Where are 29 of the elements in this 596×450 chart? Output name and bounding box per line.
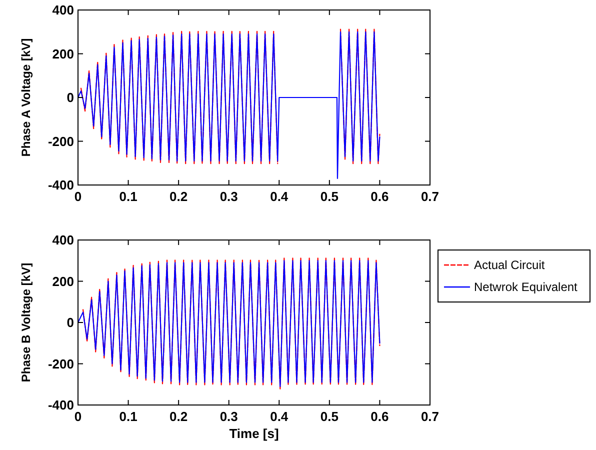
legend-label: Netwrok Equivalent: [474, 280, 578, 294]
x-tick-label: 0.4: [270, 409, 289, 424]
x-tick-label: 0.1: [119, 409, 138, 424]
y-tick-label: -200: [48, 134, 74, 149]
x-tick-label: 0.5: [320, 189, 338, 204]
y-tick-label: -400: [48, 398, 74, 412]
x-axis-title: Time [s]: [229, 426, 279, 441]
y-tick-label: 200: [52, 46, 74, 62]
y-tick-label: 200: [52, 274, 74, 289]
x-tick-label: 0.6: [370, 189, 389, 204]
x-tick-label: 0.1: [119, 189, 138, 204]
y-tick-label: 0: [66, 315, 74, 330]
x-tick-label: 0.5: [320, 409, 338, 424]
x-tick-label: 0.3: [220, 189, 238, 204]
x-tick-label: 0.7: [420, 409, 440, 424]
legend-label: Actual Circuit: [474, 258, 546, 272]
x-tick-label: 0.4: [270, 189, 289, 204]
y-tick-label: -200: [48, 356, 74, 372]
y-axis-title: Phase A Voltage [kV]: [19, 38, 33, 157]
y-tick-label: 400: [52, 2, 74, 18]
y-tick-label: 400: [52, 232, 74, 248]
x-tick-label: 0.2: [170, 189, 188, 204]
x-tick-label: 0.2: [170, 409, 188, 424]
y-tick-label: -400: [48, 178, 74, 192]
y-axis-title: Phase B Voltage [kV]: [19, 262, 33, 382]
y-tick-label: 0: [66, 90, 74, 105]
x-tick-label: 0.7: [420, 189, 440, 204]
x-tick-label: 0.6: [370, 409, 389, 424]
x-tick-label: 0.3: [220, 409, 238, 424]
